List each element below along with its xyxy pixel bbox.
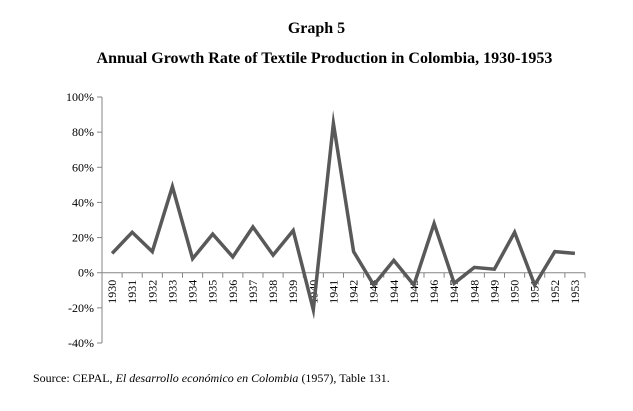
x-tick-label: 1951 xyxy=(528,280,542,304)
x-tick-label: 1944 xyxy=(387,280,401,304)
x-tick-label: 1930 xyxy=(105,280,119,304)
x-tick-label: 1943 xyxy=(367,280,381,304)
y-tick-label: 0% xyxy=(78,266,94,280)
y-tick-label: 40% xyxy=(72,195,94,209)
x-tick-label: 1952 xyxy=(548,280,562,304)
chart-title: Annual Growth Rate of Textile Production… xyxy=(96,50,553,67)
x-tick-label: 1941 xyxy=(326,280,340,304)
x-tick-label: 1939 xyxy=(286,280,300,304)
x-tick-label: 1938 xyxy=(266,280,280,304)
x-tick-label: 1932 xyxy=(145,280,159,304)
x-tick-label: 1946 xyxy=(427,280,441,304)
x-axis: 1930 1931 1932 1933 1934 1935 1936 1937 1938 1939… xyxy=(101,272,586,304)
graph-label: Graph 5 xyxy=(287,20,346,37)
source-title: El desarrollo económico en Colombia xyxy=(115,371,299,385)
y-tick-label: 100% xyxy=(66,90,94,104)
x-tick-label: 1933 xyxy=(165,280,179,304)
y-tick-label: -40% xyxy=(68,336,94,350)
x-tick-label: 1937 xyxy=(246,280,260,304)
x-tick-label: 1949 xyxy=(487,280,501,304)
x-tick-label: 1950 xyxy=(508,280,522,304)
y-tick-label: 20% xyxy=(72,231,94,245)
y-tick-label: 60% xyxy=(72,160,94,174)
x-tick-label: 1953 xyxy=(568,280,582,304)
x-tick-label: 1947 xyxy=(447,280,461,304)
x-tick-label: 1935 xyxy=(206,280,220,304)
x-tick-label: 1931 xyxy=(125,280,139,304)
x-tick-label: 1945 xyxy=(407,280,421,304)
y-axis: -40% -20% 0% 20% 40% 60% 80% 100% xyxy=(66,90,103,350)
source-prefix: Source: CEPAL, xyxy=(33,371,116,385)
x-tick-label: 1948 xyxy=(467,280,481,304)
source-suffix: (1957), Table 131. xyxy=(298,371,390,385)
source-note: Source: CEPAL, El desarrollo económico e… xyxy=(33,371,390,386)
y-tick-label: -20% xyxy=(68,301,94,315)
series-layer xyxy=(110,110,576,320)
x-tick-label: 1936 xyxy=(226,280,240,304)
x-tick-label: 1934 xyxy=(186,280,200,304)
y-tick-label: 80% xyxy=(72,125,94,139)
series-line xyxy=(110,110,576,320)
x-tick-label: 1942 xyxy=(347,280,361,304)
